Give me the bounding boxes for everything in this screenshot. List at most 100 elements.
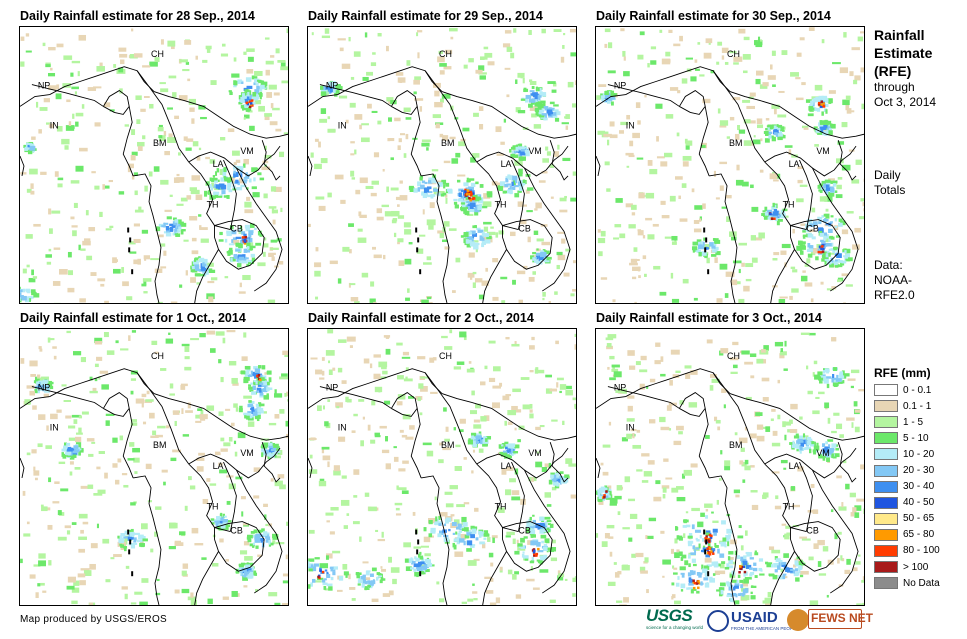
rain-cell xyxy=(744,465,751,471)
rain-cell xyxy=(518,299,523,303)
rain-cell xyxy=(185,61,190,65)
rain-cell xyxy=(773,214,778,219)
rain-cell xyxy=(417,187,421,192)
rain-cell xyxy=(854,505,862,511)
rain-cell xyxy=(844,248,851,254)
country-border xyxy=(596,457,601,479)
country-border xyxy=(102,392,130,417)
rain-cell xyxy=(539,91,543,96)
legend-label: 20 - 30 xyxy=(903,465,935,477)
rain-cell xyxy=(460,534,466,540)
rain-cell xyxy=(241,236,246,241)
rain-cell xyxy=(268,377,272,383)
rain-cell xyxy=(797,566,802,570)
rain-cell xyxy=(426,147,429,151)
rain-cell xyxy=(857,36,864,42)
island xyxy=(129,237,132,243)
rain-cell xyxy=(372,246,376,250)
rain-cell xyxy=(217,186,221,190)
rain-cell xyxy=(741,350,750,355)
rain-cell xyxy=(690,76,697,82)
rain-cell xyxy=(253,76,258,79)
rain-cell xyxy=(130,528,134,532)
rain-cell xyxy=(517,190,522,193)
rain-cell xyxy=(478,294,485,300)
rain-cell xyxy=(830,215,834,218)
rain-cell xyxy=(439,598,445,603)
rain-cell xyxy=(463,457,467,460)
rain-cell xyxy=(483,193,491,199)
rain-cell xyxy=(233,403,238,408)
rain-cell xyxy=(766,125,770,128)
rain-cell xyxy=(611,368,619,372)
rain-cell xyxy=(461,601,468,604)
rain-cell xyxy=(399,195,408,201)
rain-cell xyxy=(541,241,551,246)
rain-cell xyxy=(454,551,464,557)
rain-cell xyxy=(411,560,416,564)
rain-cell xyxy=(504,30,512,34)
rain-cell xyxy=(816,442,819,447)
rain-cell xyxy=(804,446,808,450)
rain-cell xyxy=(604,161,610,166)
rain-cell xyxy=(174,420,177,427)
rain-cell xyxy=(717,108,721,114)
rain-cell xyxy=(863,508,864,514)
rain-cell xyxy=(627,350,635,356)
rain-cell xyxy=(348,223,354,227)
rain-cell xyxy=(206,268,213,273)
rain-cell xyxy=(397,145,401,151)
rain-cell xyxy=(626,418,635,422)
rain-cell xyxy=(773,108,777,115)
rain-cell xyxy=(550,196,554,199)
rain-cell xyxy=(771,471,780,474)
rain-cell xyxy=(653,496,662,502)
rain-cell xyxy=(87,484,94,489)
rain-cell xyxy=(629,140,634,147)
rain-cell xyxy=(617,570,622,575)
rain-cell xyxy=(505,394,511,397)
rain-cell xyxy=(679,218,688,222)
rain-cell xyxy=(182,434,190,437)
country-border xyxy=(764,447,857,479)
rain-cell xyxy=(438,523,442,526)
rain-cell xyxy=(402,460,409,464)
rain-cell xyxy=(335,90,340,94)
rain-cell xyxy=(29,574,36,579)
island xyxy=(129,539,132,545)
rain-cell xyxy=(191,237,197,242)
rain-cell xyxy=(417,397,421,402)
rain-cell xyxy=(565,389,573,396)
rain-cell xyxy=(702,98,711,104)
rain-cell xyxy=(237,260,242,265)
rain-cell xyxy=(769,173,778,180)
rain-cell xyxy=(172,449,181,453)
rain-cell xyxy=(438,191,445,196)
rain-cell xyxy=(247,248,254,251)
rain-cell xyxy=(687,541,692,547)
rain-cell xyxy=(564,116,568,119)
rain-cell xyxy=(743,572,746,577)
rain-cell xyxy=(56,84,60,90)
rain-cell xyxy=(555,111,561,116)
rain-cell xyxy=(252,411,258,416)
rain-cell xyxy=(444,491,453,495)
rain-cell xyxy=(719,161,728,165)
rain-cell xyxy=(257,231,262,236)
rain-cell xyxy=(792,228,795,234)
rain-cell xyxy=(479,75,486,80)
country-border xyxy=(770,249,795,303)
rain-cell xyxy=(774,132,778,136)
rain-cell xyxy=(286,391,288,397)
rain-cell xyxy=(516,539,519,544)
rain-cell xyxy=(532,251,537,255)
rain-cell xyxy=(374,432,380,436)
country-label-ch: CH xyxy=(727,49,740,59)
rain-cell xyxy=(460,138,466,142)
rain-cell xyxy=(436,192,441,196)
rain-cell xyxy=(63,55,73,60)
rain-cell xyxy=(240,370,246,375)
rain-cell xyxy=(451,158,459,164)
rain-cell xyxy=(126,296,133,301)
rain-cell xyxy=(466,242,471,248)
